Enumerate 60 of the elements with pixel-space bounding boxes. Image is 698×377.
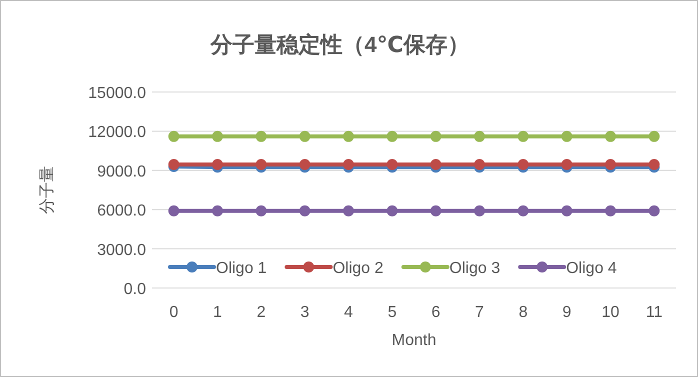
point: [474, 130, 485, 142]
x-tick-label: 5: [388, 304, 397, 321]
point: [474, 159, 485, 170]
x-tick-label: 2: [256, 304, 266, 321]
point: [561, 159, 572, 170]
x-axis-title: Month: [392, 332, 436, 349]
point: [561, 205, 572, 216]
x-tick-label: 11: [646, 304, 663, 321]
point: [605, 130, 616, 142]
y-tick-label: 15000.0: [88, 85, 146, 102]
point: [518, 205, 529, 216]
point: [299, 205, 310, 216]
point: [386, 130, 398, 142]
legend-label: Oligo 2: [332, 260, 384, 277]
point: [605, 205, 616, 216]
x-tick-label: 9: [562, 304, 572, 321]
x-tick-label: 0: [169, 304, 178, 321]
point: [561, 130, 572, 142]
point: [212, 130, 223, 142]
point: [299, 130, 310, 142]
y-tick-label: 6000.0: [97, 202, 146, 220]
y-axis-title: 分子量: [39, 166, 56, 214]
x-tick-label: 6: [431, 304, 440, 321]
x-tick-label: 8: [518, 304, 528, 321]
point: [256, 205, 267, 216]
point: [168, 130, 180, 142]
point: [648, 130, 660, 142]
point: [648, 159, 660, 170]
y-tick-label: 0.0: [124, 281, 146, 298]
point: [648, 205, 660, 216]
legend-label: Oligo 1: [216, 260, 267, 277]
point: [518, 159, 529, 170]
y-tick-label: 12000.0: [88, 124, 146, 142]
point: [474, 205, 485, 216]
x-tick-label: 4: [344, 304, 354, 321]
point: [343, 159, 354, 170]
x-tick-label: 10: [602, 304, 620, 321]
point: [343, 130, 354, 142]
x-tick-label: 1: [213, 304, 222, 321]
point: [343, 205, 354, 216]
point: [168, 205, 180, 216]
x-tick-label: 7: [475, 304, 484, 321]
point: [299, 159, 310, 170]
legend-label: Oligo 3: [449, 260, 500, 277]
x-tick-label: 3: [300, 304, 310, 321]
point: [386, 205, 398, 216]
point: [212, 205, 223, 216]
point: [430, 159, 442, 170]
y-tick-label: 3000.0: [97, 242, 146, 259]
point: [386, 159, 398, 170]
point: [256, 130, 267, 142]
chart-title: 分子量稳定性（4℃保存）: [210, 32, 470, 57]
point: [212, 159, 223, 170]
point: [605, 159, 616, 170]
point: [518, 130, 529, 142]
point: [256, 159, 267, 170]
point: [430, 205, 442, 216]
y-tick-label: 9000.0: [97, 163, 146, 180]
legend-label: Oligo 4: [566, 260, 617, 277]
point: [430, 130, 442, 142]
